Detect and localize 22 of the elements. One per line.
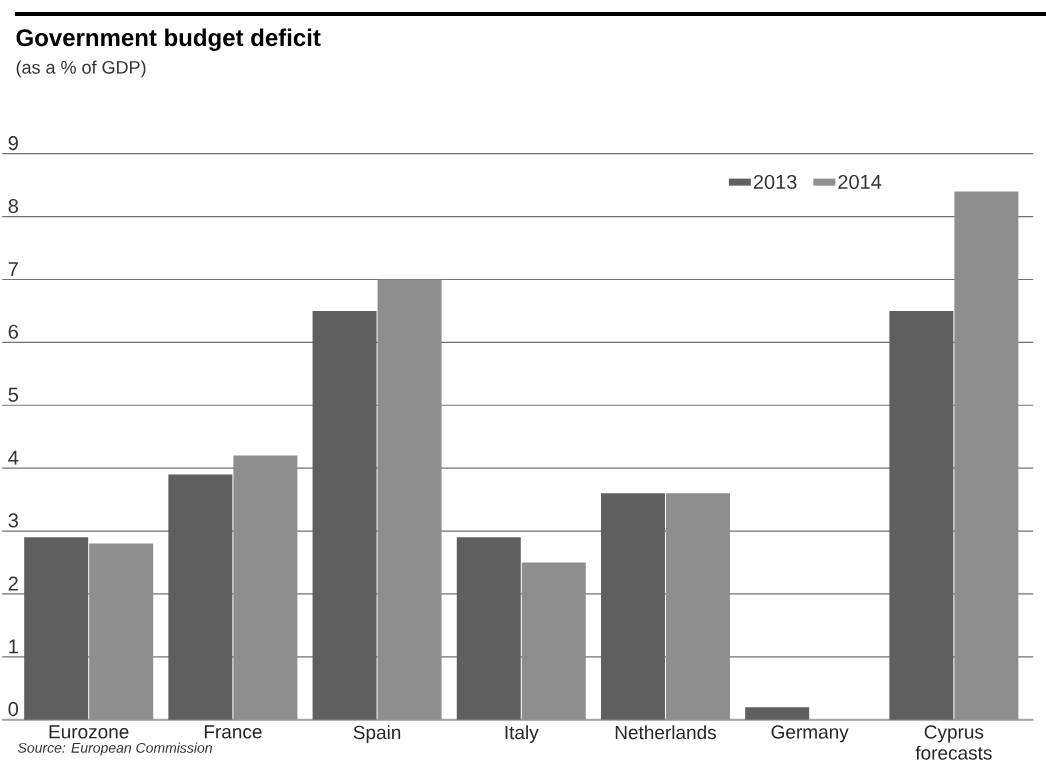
y-tick-label: 0	[8, 702, 19, 717]
y-tick-label: 4	[8, 450, 19, 465]
y-tick-label: 8	[8, 198, 18, 214]
x-tick-label: Germany	[771, 725, 849, 743]
x-tick-label: France	[204, 725, 262, 739]
x-tick-label: Cyprus forecasts	[915, 725, 992, 760]
chart-subtitle: (as a % of GDP)	[16, 60, 146, 78]
y-tick-label: 9	[8, 136, 18, 151]
y-tick-label: 7	[8, 262, 18, 276]
y-tick-label: 5	[8, 387, 18, 402]
chart-title: Government budget deficit	[16, 28, 321, 51]
source-note: Source: European Commission	[17, 742, 212, 756]
y-tick-label: 3	[8, 513, 18, 528]
x-tick-label: Italy	[505, 725, 539, 743]
y-tick-label: 2	[8, 576, 18, 591]
legend-label: 2014	[838, 174, 882, 190]
y-tick-label: 6	[8, 324, 18, 339]
legend-label: 2013	[753, 174, 797, 190]
x-tick-label: Spain	[353, 725, 401, 743]
x-tick-label: Netherlands	[615, 725, 716, 740]
x-tick-label: Eurozone	[49, 725, 129, 739]
y-tick-label: 1	[9, 639, 18, 654]
